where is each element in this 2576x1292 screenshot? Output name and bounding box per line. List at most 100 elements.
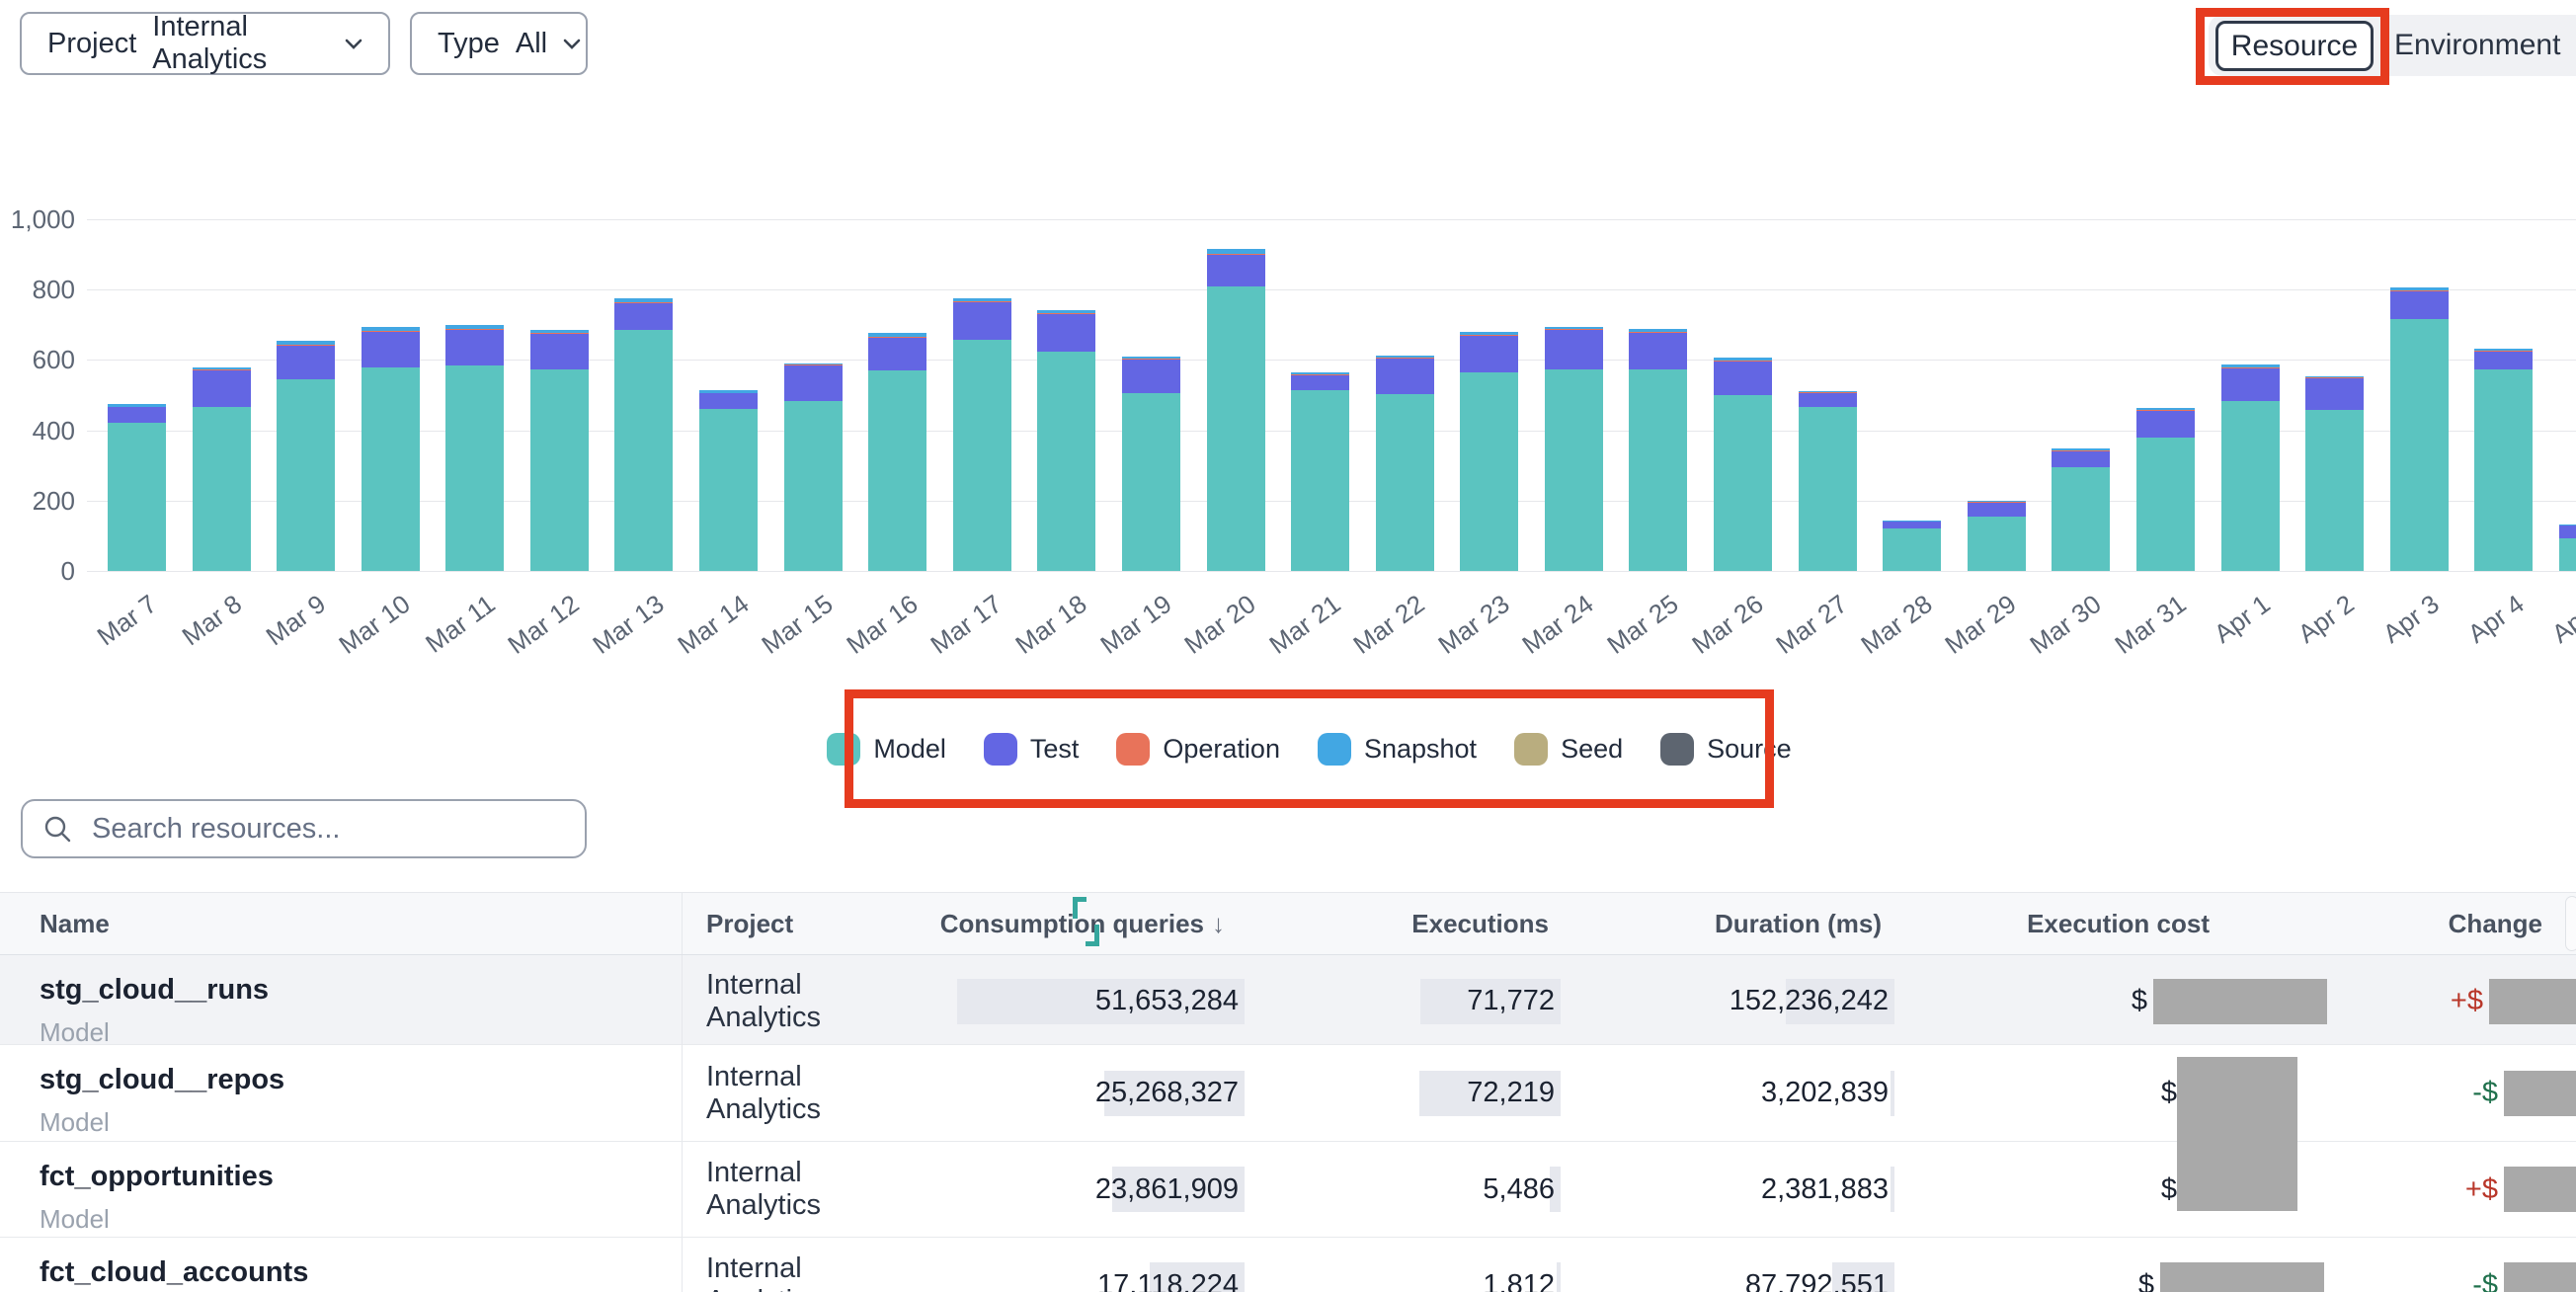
x-axis-tick: Mar 24 xyxy=(1516,589,1600,660)
bar-segment-model xyxy=(2052,467,2111,571)
bar-segment-snapshot xyxy=(1291,371,1350,375)
stacked-bar-apr-3[interactable] xyxy=(2389,287,2449,571)
project-filter-value: Internal Analytics xyxy=(152,11,268,75)
cell-value: 17,118,224 xyxy=(1097,1268,1239,1292)
daily-resource-chart: 0 200 400 600 800 1,000 Mar 7 Mar 8 Mar 9 Mar 10 M… xyxy=(11,204,2576,660)
bar-segment-model xyxy=(361,366,420,571)
column-header-project[interactable]: Project xyxy=(706,908,794,938)
scrollbar-thumb[interactable] xyxy=(2565,896,2576,951)
stacked-bar-mar-23[interactable] xyxy=(1460,331,1519,571)
column-header-change[interactable]: Change xyxy=(2448,908,2542,938)
resource-name[interactable]: fct_opportunities xyxy=(40,1161,274,1192)
stacked-bar-mar-17[interactable] xyxy=(952,297,1011,571)
bar-segment-test xyxy=(1714,361,1773,395)
type-filter-dropdown[interactable]: Type All xyxy=(410,12,588,75)
table-header: Name Project Consumption queries ↓ Execution… xyxy=(0,892,2576,955)
legend-item-operation[interactable]: Operation xyxy=(1116,732,1280,766)
project-filter-dropdown[interactable]: Project Internal Analytics xyxy=(20,11,390,75)
table-row-stg_cloud__repos[interactable]: stg_cloud__repos Model Internal Analytics 2… xyxy=(0,1045,2576,1142)
stacked-bar-mar-10[interactable] xyxy=(361,326,420,571)
stacked-bar-mar-26[interactable] xyxy=(1714,357,1773,571)
x-axis-tick: Apr 5 xyxy=(2546,589,2576,649)
bar-segment-snapshot xyxy=(1037,310,1096,314)
x-axis-tick: Apr 2 xyxy=(2293,589,2361,649)
cell-consumption-queries: 23,861,909 xyxy=(905,1142,1245,1237)
bar-segment-snapshot xyxy=(614,298,674,303)
bar-segment-snapshot xyxy=(868,333,927,337)
bar-segment-operation xyxy=(108,406,166,408)
legend-label: Model xyxy=(873,733,946,764)
bar-segment-model xyxy=(1375,393,1434,571)
stacked-bar-mar-22[interactable] xyxy=(1375,355,1434,571)
table-row-fct_cloud_accounts[interactable]: fct_cloud_accountsModel Internal Analytic… xyxy=(0,1238,2576,1292)
bar-segment-operation xyxy=(614,302,674,304)
stacked-bar-mar-28[interactable] xyxy=(1883,520,1942,571)
table-row-fct_opportunities[interactable]: fct_opportunities Model Internal Analytics… xyxy=(0,1142,2576,1238)
stacked-bar-mar-19[interactable] xyxy=(1121,356,1180,571)
resource-name[interactable]: fct_cloud_accounts xyxy=(40,1256,309,1288)
bar-segment-model xyxy=(699,409,759,571)
bar-segment-snapshot xyxy=(952,297,1011,301)
legend-item-snapshot[interactable]: Snapshot xyxy=(1317,732,1477,766)
column-header-name[interactable]: Name xyxy=(0,893,683,954)
bar-segment-operation xyxy=(699,392,759,394)
column-header-consumption-queries[interactable]: Consumption queries ↓ xyxy=(939,908,1225,938)
x-axis-tick: Mar 19 xyxy=(1094,589,1177,660)
stacked-bar-mar-24[interactable] xyxy=(1544,326,1603,571)
stacked-bar-mar-29[interactable] xyxy=(1967,501,2026,571)
bar-segment-snapshot xyxy=(2305,375,2365,378)
legend-label: Seed xyxy=(1561,733,1624,764)
stacked-bar-mar-27[interactable] xyxy=(1798,391,1857,571)
bar-segment-test xyxy=(2558,525,2576,538)
stacked-bar-mar-31[interactable] xyxy=(2135,408,2195,571)
bar-segment-model xyxy=(1206,286,1265,571)
stacked-bar-mar-20[interactable] xyxy=(1206,249,1265,571)
bar-segment-snapshot xyxy=(2052,447,2111,450)
stacked-bar-mar-25[interactable] xyxy=(1629,329,1688,571)
bar-segment-snapshot xyxy=(1798,391,1857,393)
stacked-bar-mar-21[interactable] xyxy=(1291,371,1350,571)
column-header-duration-ms-[interactable]: Duration (ms) xyxy=(1715,908,1882,938)
x-axis-tick: Mar 16 xyxy=(841,589,924,660)
column-header-execution-cost[interactable]: Execution cost xyxy=(2027,908,2210,938)
value-heat-bar xyxy=(1891,1070,1894,1116)
bar-segment-operation xyxy=(361,330,420,332)
x-axis-tick: Mar 31 xyxy=(2108,589,2192,660)
stacked-bar-mar-16[interactable] xyxy=(868,333,927,571)
bar-segment-operation xyxy=(952,300,1011,303)
cell-consumption-queries: 51,653,284 xyxy=(905,955,1245,1048)
stacked-bar-apr-4[interactable] xyxy=(2474,349,2534,571)
x-axis-tick: Apr 3 xyxy=(2376,589,2445,649)
column-header-executions[interactable]: Executions xyxy=(1411,908,1549,938)
search-input[interactable] xyxy=(90,811,565,847)
stacked-bar-mar-30[interactable] xyxy=(2052,447,2111,571)
stacked-bar-mar-13[interactable] xyxy=(614,298,674,571)
resource-name[interactable]: stg_cloud__runs xyxy=(40,974,270,1006)
stacked-bar-mar-11[interactable] xyxy=(445,324,505,571)
stacked-bar-mar-9[interactable] xyxy=(277,340,336,571)
stacked-bar-apr-5[interactable] xyxy=(2558,525,2576,571)
legend-item-test[interactable]: Test xyxy=(983,732,1079,766)
table-row-stg_cloud__runs[interactable]: stg_cloud__runs Model Internal Analytics 51… xyxy=(0,955,2576,1048)
value-heat-bar xyxy=(1891,1167,1894,1212)
legend-item-seed[interactable]: Seed xyxy=(1514,732,1624,766)
bar-segment-snapshot xyxy=(699,389,759,393)
x-axis-tick: Mar 12 xyxy=(502,589,586,660)
value-heat-bar xyxy=(1786,978,1894,1024)
legend-item-source[interactable]: Source xyxy=(1660,732,1792,766)
resource-name[interactable]: stg_cloud__repos xyxy=(40,1064,285,1095)
view-toggle-resource[interactable]: Resource xyxy=(2215,21,2374,71)
stacked-bar-mar-14[interactable] xyxy=(699,389,759,571)
value-heat-bar xyxy=(1557,1262,1561,1292)
bar-segment-snapshot xyxy=(1206,249,1265,255)
stacked-bar-mar-18[interactable] xyxy=(1037,310,1096,571)
stacked-bar-apr-1[interactable] xyxy=(2220,364,2280,571)
stacked-bar-mar-7[interactable] xyxy=(108,403,166,571)
stacked-bar-mar-8[interactable] xyxy=(192,367,251,571)
stacked-bar-mar-12[interactable] xyxy=(529,330,589,571)
stacked-bar-mar-15[interactable] xyxy=(783,363,843,571)
x-axis-tick: Mar 10 xyxy=(333,589,416,660)
legend-item-model[interactable]: Model xyxy=(827,732,946,766)
stacked-bar-apr-2[interactable] xyxy=(2305,375,2365,571)
view-toggle-environment[interactable]: Environment xyxy=(2394,29,2561,61)
